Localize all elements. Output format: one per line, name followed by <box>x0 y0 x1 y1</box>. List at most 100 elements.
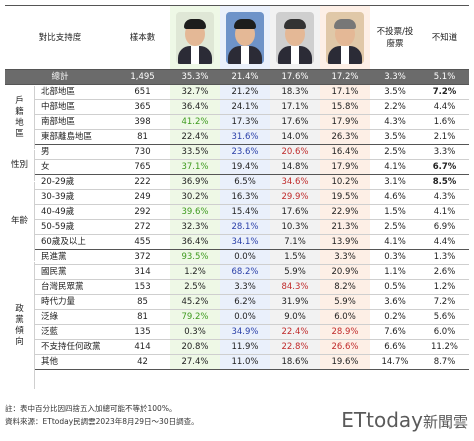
table-row: 南部地區 398 41.2% 17.3% 17.6% 17.9% 4.3% 1.6% <box>5 115 469 130</box>
row-value-5: 1.5% <box>384 207 406 217</box>
table-header-row: 對比支持度 樣本數 不投票/投廢票 不知道 <box>5 6 469 70</box>
row-sample-size: 455 <box>134 237 151 247</box>
row-value-4: 26.3% <box>320 130 370 144</box>
row-value-3: 18.3% <box>270 85 320 99</box>
row-value-4: 5.9% <box>320 295 370 309</box>
row-value-4: 28.9% <box>320 325 370 339</box>
row-value-1: 45.2% <box>170 295 220 309</box>
row-value-5: 3.5% <box>384 87 406 97</box>
row-value-2: 11.0% <box>220 355 270 369</box>
row-label: 30-39歲 <box>41 192 75 202</box>
row-value-1: 36.4% <box>170 235 220 249</box>
group-label: 戶籍地區 <box>5 86 35 149</box>
row-label: 民進黨 <box>41 252 67 262</box>
total-v1: 35.3% <box>181 72 209 82</box>
row-value-2: 0.0% <box>220 310 270 324</box>
row-value-4: 3.3% <box>320 250 370 264</box>
row-sample-size: 153 <box>134 282 151 292</box>
row-sample-size: 414 <box>134 342 151 352</box>
row-sample-size: 372 <box>134 252 151 262</box>
row-label: 台灣民眾黨 <box>41 282 84 292</box>
row-value-6: 8.5% <box>432 177 457 187</box>
row-value-2: 21.2% <box>220 85 270 99</box>
table-row: 泛藍 135 0.3% 34.9% 22.4% 28.9% 7.6% 6.0% <box>5 325 469 340</box>
row-sample-size: 314 <box>134 267 151 277</box>
row-value-1: 33.5% <box>170 145 220 159</box>
header-no-vote: 不投票/投廢票 <box>376 26 414 49</box>
row-value-6: 1.6% <box>433 117 456 127</box>
row-value-2: 28.1% <box>220 220 270 234</box>
row-value-2: 31.6% <box>220 130 270 144</box>
row-value-3: 5.9% <box>270 265 320 279</box>
row-sample-size: 398 <box>134 117 151 127</box>
header-title: 對比支持度 <box>38 32 82 43</box>
candidate-4-photo <box>320 6 370 69</box>
row-sample-size: 730 <box>134 147 151 157</box>
row-label: 泛藍 <box>41 327 59 337</box>
row-value-1: 20.8% <box>170 340 220 354</box>
row-value-4: 19.6% <box>320 355 370 369</box>
row-label: 男 <box>41 147 50 157</box>
table-row: 東部離島地區 81 22.4% 31.6% 14.0% 26.3% 3.5% 2.1% <box>5 130 469 145</box>
row-value-3: 18.6% <box>270 355 320 369</box>
row-value-5: 4.3% <box>384 117 406 127</box>
row-value-3: 22.4% <box>270 325 320 339</box>
row-label: 東部離島地區 <box>41 132 93 142</box>
row-sample-size: 135 <box>134 327 151 337</box>
row-value-5: 3.5% <box>384 132 406 142</box>
row-value-4: 16.4% <box>320 145 370 159</box>
row-value-1: 36.4% <box>170 100 220 114</box>
row-sample-size: 272 <box>134 222 151 232</box>
row-value-4: 20.9% <box>320 265 370 279</box>
table-row: 不支持任何政黨 414 20.8% 11.9% 22.8% 26.6% 6.6% 11.2% <box>5 340 469 355</box>
row-value-6: 6.7% <box>432 162 457 172</box>
row-value-6: 6.0% <box>433 327 456 337</box>
row-value-2: 15.4% <box>220 205 270 219</box>
row-value-6: 4.1% <box>433 207 456 217</box>
row-value-6: 5.6% <box>433 312 456 322</box>
row-value-5: 3.6% <box>384 297 406 307</box>
poll-table: 對比支持度 樣本數 不投票/投廢票 不知道 總計 1,495 35.3% 21.… <box>5 5 469 370</box>
row-value-3: 17.6% <box>270 115 320 129</box>
table-row: 50-59歲 272 32.3% 28.1% 10.3% 21.3% 2.5% 6.9% <box>5 220 469 235</box>
table-row: 民進黨 372 93.5% 0.0% 1.5% 3.3% 0.3% 1.3% <box>5 250 469 265</box>
row-value-2: 68.2% <box>220 265 270 279</box>
row-value-2: 19.4% <box>220 160 270 174</box>
row-label: 其他 <box>41 357 59 367</box>
candidate-3-photo <box>270 6 320 69</box>
logo-cjk: 新聞雲 <box>422 413 468 431</box>
row-value-2: 3.3% <box>220 280 270 294</box>
row-value-1: 39.6% <box>170 205 220 219</box>
row-sample-size: 222 <box>134 177 151 187</box>
total-label: 總計 <box>51 72 69 82</box>
row-value-1: 32.7% <box>170 85 220 99</box>
row-value-5: 4.6% <box>384 192 406 202</box>
group-label: 性別 <box>5 150 35 181</box>
header-unknown: 不知道 <box>431 32 458 43</box>
row-value-1: 27.4% <box>170 355 220 369</box>
footer-note: 註：表中百分比因四捨五入加總可能不等於100%。 <box>5 404 177 413</box>
row-value-3: 34.6% <box>270 175 320 189</box>
logo-latin: ETtoday <box>341 408 423 432</box>
row-value-3: 17.6% <box>270 205 320 219</box>
row-value-1: 37.1% <box>170 160 220 174</box>
total-n: 1,495 <box>130 72 155 82</box>
row-value-3: 14.0% <box>270 130 320 144</box>
row-sample-size: 81 <box>137 312 148 322</box>
row-sample-size: 292 <box>134 207 151 217</box>
row-value-6: 6.9% <box>433 222 456 232</box>
table-row: 中部地區 365 36.4% 24.1% 17.1% 15.8% 2.2% 4.4% <box>5 100 469 115</box>
row-label: 20-29歲 <box>41 177 75 187</box>
row-sample-size: 249 <box>134 192 151 202</box>
row-value-2: 34.1% <box>220 235 270 249</box>
row-value-6: 4.3% <box>433 192 456 202</box>
row-value-4: 22.9% <box>320 205 370 219</box>
row-label: 60歲及以上 <box>41 237 86 247</box>
table-row: 30-39歲 249 30.2% 16.3% 29.9% 19.5% 4.6% 4.3% <box>5 190 469 205</box>
row-value-6: 4.4% <box>433 237 456 247</box>
row-value-4: 21.3% <box>320 220 370 234</box>
row-value-6: 11.2% <box>430 342 458 352</box>
row-value-4: 17.9% <box>320 115 370 129</box>
row-value-1: 30.2% <box>170 190 220 204</box>
row-value-1: 79.2% <box>170 310 220 324</box>
